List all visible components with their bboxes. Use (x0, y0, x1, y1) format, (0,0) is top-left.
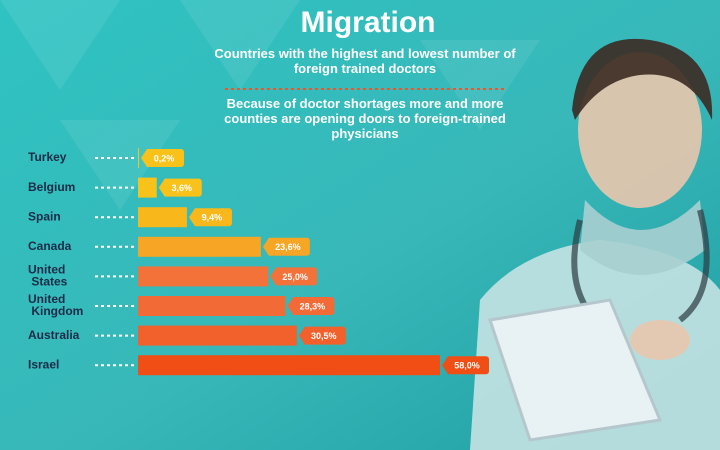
subtitle-box: Countries with the highest and lowest nu… (214, 46, 516, 76)
value-label: 0,2% (154, 153, 175, 163)
value-tag (262, 237, 310, 256)
chart-subtitle: Countries with the highest and lowest nu… (214, 46, 516, 76)
bar (138, 266, 269, 287)
bar (138, 355, 440, 376)
value-label: 23,6% (275, 242, 301, 252)
value-tag (442, 356, 489, 375)
value-label: 58,0% (454, 361, 480, 371)
category-label: Spain (28, 209, 61, 223)
bar (138, 207, 187, 228)
background-pattern (0, 0, 540, 210)
value-tag (298, 326, 346, 345)
annotation-box: Because of doctor shortages more and mor… (224, 96, 506, 141)
category-label: Australia (28, 328, 80, 342)
category-label: United States (28, 263, 68, 289)
value-tag (188, 208, 232, 227)
value-tag (270, 267, 318, 286)
annotation: Because of doctor shortages more and mor… (224, 96, 506, 141)
bar (138, 296, 286, 316)
chart-title: Migration (301, 6, 436, 39)
value-label: 3,6% (171, 183, 192, 193)
category-label: Israel (28, 357, 59, 371)
value-label: 28,3% (300, 301, 326, 311)
category-label: United Kingdom (28, 292, 83, 318)
value-tag (287, 297, 335, 315)
bar-chart: Turkey 0,2% Belgium 3,6% Spain 9,4% Canada 23,6… (28, 148, 489, 376)
category-label: Canada (28, 239, 72, 253)
bar (138, 177, 157, 198)
bar (138, 148, 140, 168)
value-label: 25,0% (282, 272, 308, 282)
doctor-illustration (470, 38, 720, 450)
value-label: 30,5% (311, 331, 337, 341)
value-label: 9,4% (202, 213, 223, 223)
category-label: Belgium (28, 180, 75, 194)
category-label: Turkey (28, 150, 67, 164)
bar (138, 325, 297, 346)
bar (138, 236, 261, 257)
value-tag (158, 178, 202, 197)
value-tag (141, 149, 185, 167)
